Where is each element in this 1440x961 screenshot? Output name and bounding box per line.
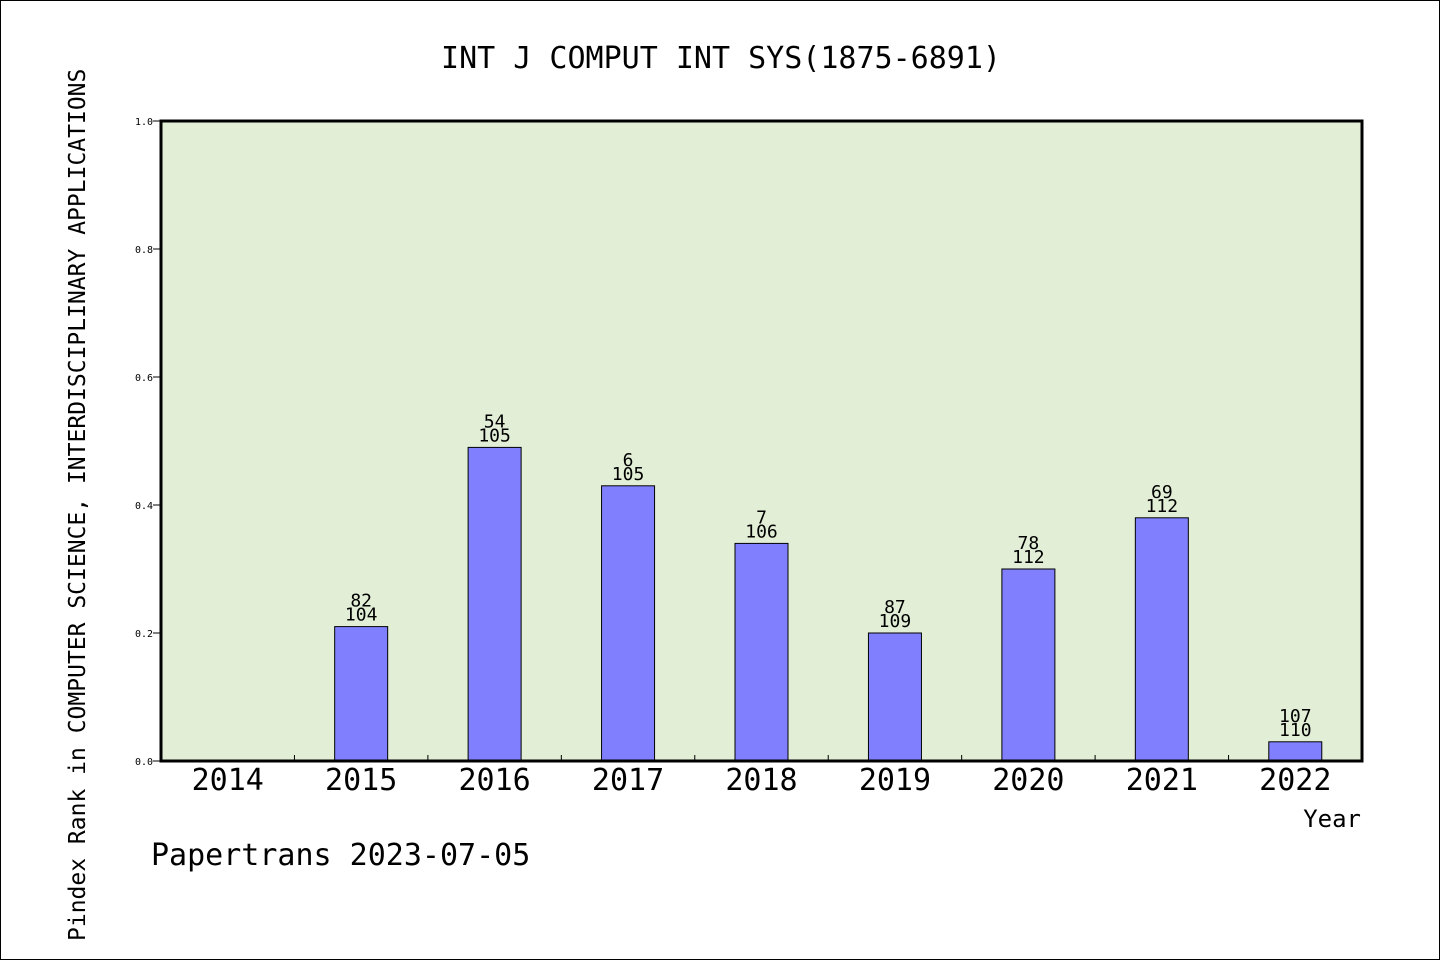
chart-title: INT J COMPUT INT SYS(1875-6891) <box>441 41 1001 76</box>
y-tick-label: 0.2 <box>135 629 153 640</box>
bar-label-total: 112 <box>1146 496 1179 517</box>
bar <box>867 632 922 762</box>
bar-label-total: 109 <box>879 611 912 632</box>
bar <box>734 542 789 762</box>
bar-label-total: 105 <box>612 464 645 485</box>
bar-label-total: 105 <box>478 425 511 446</box>
bar-label-total: 106 <box>745 521 778 542</box>
x-tick-label: 2020 <box>992 763 1064 798</box>
bar <box>1001 568 1056 762</box>
y-tick-label: 0.8 <box>135 245 153 256</box>
bar-label-rank: 82 <box>350 591 372 612</box>
y-tick-label: 0.0 <box>135 757 153 768</box>
bar-label-total: 110 <box>1279 720 1312 741</box>
x-tick-label: 2018 <box>725 763 797 798</box>
bar-label-total: 112 <box>1012 547 1045 568</box>
x-tick-label: 2014 <box>192 763 264 798</box>
y-tick-label: 0.4 <box>135 501 153 512</box>
bar-label-rank: 69 <box>1151 482 1173 503</box>
bar <box>1134 517 1189 762</box>
y-axis-label: Pindex Rank in COMPUTER SCIENCE, INTERDI… <box>65 69 91 941</box>
x-tick-label: 2016 <box>458 763 530 798</box>
x-tick-label: 2015 <box>325 763 397 798</box>
x-tick-label: 2019 <box>859 763 931 798</box>
x-axis-label: Year <box>1303 805 1361 833</box>
bar-label-rank: 6 <box>623 450 634 471</box>
bar-label-rank: 7 <box>756 507 767 528</box>
bar <box>1268 741 1323 762</box>
bar-label-total: 104 <box>345 605 378 626</box>
y-tick-label: 1.0 <box>135 117 153 128</box>
bar-label-rank: 54 <box>484 411 506 432</box>
bar-label-rank: 87 <box>884 597 906 618</box>
x-tick-label: 2021 <box>1126 763 1198 798</box>
plot-border <box>159 119 1364 763</box>
x-tick-label: 2017 <box>592 763 664 798</box>
y-tick-label: 0.6 <box>135 373 153 384</box>
bar-label-rank: 78 <box>1018 533 1040 554</box>
x-tick-label: 2022 <box>1259 763 1331 798</box>
ticks-group: 0.0 0.2 0.4 0.6 0.8 1.0 2014 2015 2016 2017 2018 20… <box>135 117 1331 798</box>
bar <box>601 485 656 762</box>
bar <box>334 626 389 762</box>
footer-text: Papertrans 2023-07-05 <box>151 838 530 873</box>
bar <box>467 446 522 762</box>
bar-label-rank: 107 <box>1279 706 1312 727</box>
